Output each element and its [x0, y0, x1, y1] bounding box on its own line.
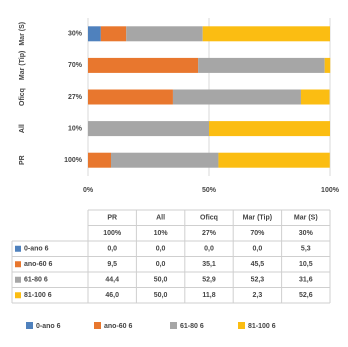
x-tick-label: 0% [83, 187, 94, 194]
table-subheader: 10% [154, 230, 169, 237]
table-subheader: 100% [103, 230, 122, 237]
table-row-label: ano-60 6 [24, 261, 53, 268]
y-category-note: 100% [64, 157, 83, 164]
table-cell: 0,0 [253, 246, 263, 253]
table-cell: 0,0 [156, 261, 166, 268]
table-cell: 35,1 [202, 261, 216, 268]
table-legend-key [15, 276, 21, 283]
bar-segment [202, 26, 330, 42]
bar-segment [110, 152, 219, 168]
table-cell: 50,0 [154, 277, 168, 284]
y-category-label: Mar (Tip) [19, 51, 26, 80]
bar-segment [88, 26, 101, 42]
table-cell: 11,8 [202, 292, 215, 299]
table-cell: 45,5 [251, 261, 265, 268]
bar-segment [100, 26, 127, 42]
legend-key [170, 322, 177, 329]
legend-key [238, 322, 245, 329]
bar-segment [172, 89, 301, 105]
bar-segment [88, 121, 209, 137]
table-cell: 2,3 [253, 292, 263, 299]
y-category-label: All [19, 124, 26, 133]
table-cell: 46,0 [105, 292, 119, 299]
y-category-label: Oficq [19, 88, 26, 106]
table-header: PR [107, 215, 117, 222]
x-tick-label: 50% [202, 187, 217, 194]
legend-key [26, 322, 33, 329]
legend-label: ano-60 6 [104, 323, 133, 330]
bar-segment [324, 57, 331, 73]
y-category-label: Mar (S) [19, 22, 26, 46]
bar-segment [198, 57, 325, 73]
table-header: Mar (Tip) [243, 215, 272, 222]
bar-segment [88, 152, 111, 168]
bar-segment [88, 89, 173, 105]
table-row-label: 0-ano 6 [24, 246, 49, 253]
bar-segment [218, 152, 330, 168]
table-cell: 44,4 [105, 277, 119, 284]
table-legend-key [15, 292, 21, 299]
table-cell: 0,0 [156, 246, 166, 253]
table-header: Oficq [200, 215, 218, 222]
legend-label: 81-100 6 [248, 323, 276, 330]
y-category-note: 30% [68, 31, 83, 38]
table-cell: 9,5 [107, 261, 117, 268]
bar-segment [209, 121, 330, 137]
table-subheader: 70% [250, 230, 265, 237]
y-category-note: 10% [68, 125, 83, 132]
table-cell: 50,0 [154, 292, 168, 299]
table-cell: 5,3 [301, 246, 311, 253]
table-cell: 31,6 [299, 277, 313, 284]
y-category-note: 27% [68, 94, 83, 101]
table-cell: 0,0 [107, 246, 117, 253]
table-header: Mar (S) [294, 215, 318, 222]
table-cell: 52,9 [202, 277, 216, 284]
legend-key [94, 322, 101, 329]
legend-label: 61-80 6 [180, 323, 204, 330]
table-cell: 10,5 [299, 261, 313, 268]
table-cell: 52,3 [251, 277, 265, 284]
table-cell: 0,0 [204, 246, 214, 253]
x-tick-label: 100% [321, 187, 340, 194]
table-cell: 52,6 [299, 292, 313, 299]
table-subheader: 27% [202, 230, 217, 237]
table-row-label: 81-100 6 [24, 292, 52, 299]
bar-segment [88, 57, 199, 73]
table-row-label: 61-80 6 [24, 277, 48, 284]
y-category-label: PR [19, 155, 26, 165]
legend-label: 0-ano 6 [36, 323, 61, 330]
table-header: All [156, 215, 165, 222]
table-legend-key [15, 261, 21, 268]
bar-segment [126, 26, 203, 42]
y-category-note: 70% [68, 62, 83, 69]
table-legend-key [15, 245, 21, 252]
bar-segment [300, 89, 330, 105]
table-subheader: 30% [299, 230, 314, 237]
